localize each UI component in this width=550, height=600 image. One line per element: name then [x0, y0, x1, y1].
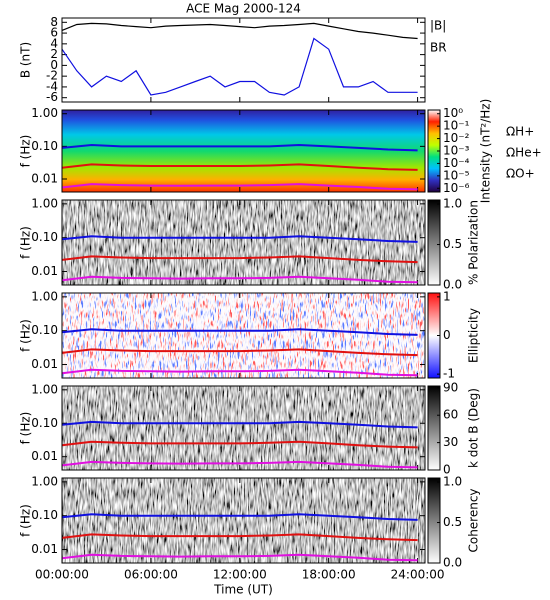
- plot-frame: [61, 292, 426, 379]
- series-line: [61, 513, 418, 521]
- spectrogram-image: [62, 386, 425, 470]
- y-tick-label: 1.00: [31, 289, 58, 303]
- legend-label: ΩHe+: [506, 146, 542, 160]
- y-tick-label: 0.01: [31, 357, 58, 371]
- colorbar-tick-label: 10⁻⁶: [443, 181, 470, 195]
- legend-label: |B|: [430, 19, 446, 33]
- chart-title: ACE Mag 2000-124: [186, 2, 301, 16]
- series-line: [61, 37, 418, 96]
- colorbar-tick-label: 90: [443, 380, 458, 394]
- plot-frame: [61, 109, 426, 193]
- x-tick-label: 12:00:00: [213, 568, 267, 582]
- series-line: [61, 420, 418, 429]
- series-line: [61, 183, 418, 191]
- plot-frame: [61, 17, 426, 103]
- colorbar-tick-label: 10⁰: [443, 106, 463, 120]
- colorbar-tick-label: 10⁻³: [443, 144, 470, 158]
- legend-label: ΩH+: [506, 125, 534, 139]
- legend-label: ΩO+: [506, 167, 535, 181]
- colorbar-tick-label: 0: [443, 463, 451, 477]
- y-tick-label: 0: [50, 58, 58, 72]
- y-tick-label: 0.10: [31, 416, 58, 430]
- colorbar-tick-label: 10⁻¹: [443, 119, 470, 133]
- plot-frame: [61, 477, 426, 564]
- y-tick-label: 0.01: [31, 264, 58, 278]
- y-tick-label: 0.10: [31, 230, 58, 244]
- colorbar-tick-label: 10⁻⁵: [443, 168, 470, 182]
- colorbar-tick-label: 1.0: [443, 475, 462, 489]
- x-axis-label: Time (UT): [213, 583, 273, 597]
- y-tick-label: 0.01: [31, 172, 58, 186]
- y-tick-label: 0.01: [31, 542, 58, 556]
- colorbar: [427, 477, 441, 564]
- series-line: [61, 348, 418, 357]
- colorbar-tick-label: 0: [443, 328, 451, 342]
- legend-label: BR: [430, 41, 447, 55]
- spectrogram-image: [62, 293, 425, 378]
- y-tick-label: 0.01: [31, 449, 58, 463]
- spectrogram-image: [62, 110, 425, 192]
- colorbar-tick-label: 10⁻²: [443, 131, 470, 145]
- series-line: [61, 553, 418, 562]
- series-line: [61, 275, 418, 284]
- series-line: [61, 440, 418, 449]
- colorbar-tick-label: 60: [443, 408, 458, 422]
- plot-frame: [61, 385, 426, 471]
- colorbar-label: Intensity (nT²/Hz): [479, 99, 493, 204]
- colorbar-tick-label: -1: [443, 367, 455, 381]
- series-line: [61, 328, 418, 336]
- colorbar-tick-label: 1: [443, 289, 451, 303]
- colorbar-label: Coherency: [467, 488, 481, 552]
- y-tick-label: 1.00: [31, 474, 58, 488]
- colorbar-tick-label: 0.5: [443, 515, 462, 529]
- y-axis-label: f (Hz): [19, 226, 33, 259]
- x-tick-label: 06:00:00: [124, 568, 178, 582]
- x-tick-label: 18:00:00: [302, 568, 356, 582]
- y-tick-label: -4: [46, 79, 58, 93]
- colorbar-tick-label: 0.0: [443, 278, 462, 292]
- colorbar: [427, 385, 441, 471]
- y-axis-label: f (Hz): [19, 504, 33, 537]
- y-tick-label: 0.10: [31, 139, 58, 153]
- y-axis-label: f (Hz): [19, 412, 33, 445]
- colorbar-label: k dot B (Deg): [467, 388, 481, 468]
- y-tick-label: 0.10: [31, 508, 58, 522]
- colorbar: [427, 199, 441, 286]
- spectrogram-image: [62, 478, 425, 563]
- y-tick-label: 0.10: [31, 323, 58, 337]
- series-line: [61, 255, 418, 264]
- colorbar-tick-label: 10⁻⁴: [443, 156, 470, 170]
- y-tick-label: 6: [50, 26, 58, 40]
- y-tick-label: -6: [46, 90, 58, 104]
- x-tick-label: 00:00:00: [35, 568, 89, 582]
- y-tick-label: 2: [50, 47, 58, 61]
- colorbar-label: % Polarization: [467, 200, 481, 285]
- y-axis-label: f (Hz): [19, 135, 33, 168]
- series-line: [61, 22, 418, 40]
- y-axis-label: f (Hz): [19, 319, 33, 352]
- y-axis-label: B (nT): [19, 42, 33, 78]
- series-line: [61, 533, 418, 542]
- y-tick-label: 1.00: [31, 196, 58, 210]
- y-tick-label: 1.00: [31, 382, 58, 396]
- spectrogram-image: [62, 200, 425, 285]
- colorbar-tick-label: 1.0: [443, 197, 462, 211]
- y-tick-label: -2: [46, 69, 58, 83]
- y-tick-label: 4: [50, 36, 58, 50]
- series-line: [61, 143, 418, 152]
- colorbar-tick-label: 30: [443, 435, 458, 449]
- x-tick-label: 24:00:00: [391, 568, 445, 582]
- series-line: [61, 163, 418, 171]
- series-line: [61, 235, 418, 243]
- y-tick-label: 1.00: [31, 106, 58, 120]
- colorbar-tick-label: 0.5: [443, 237, 462, 251]
- series-line: [61, 368, 418, 377]
- y-tick-label: 8: [50, 15, 58, 29]
- series-line: [61, 460, 418, 469]
- plot-frame: [61, 199, 426, 286]
- colorbar-tick-label: 0.0: [443, 556, 462, 570]
- colorbar-label: Ellipticity: [467, 308, 481, 363]
